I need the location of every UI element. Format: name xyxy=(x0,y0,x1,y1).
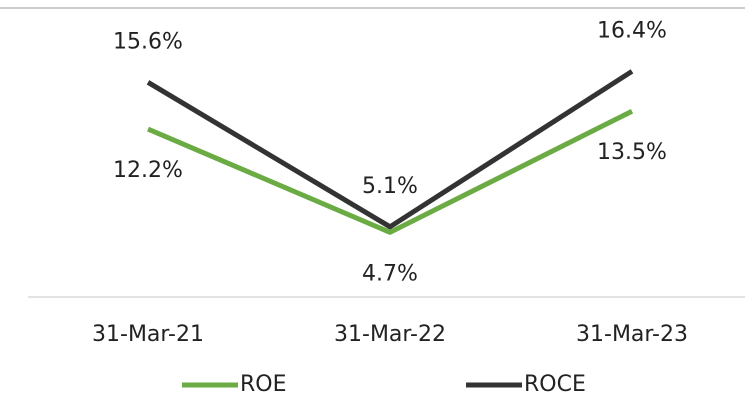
data-label: 16.4% xyxy=(597,18,667,43)
line-series xyxy=(146,69,634,230)
data-label: 5.1% xyxy=(362,174,418,199)
data-label: 15.6% xyxy=(113,29,183,54)
data-label: 13.5% xyxy=(597,140,667,165)
legend-label: ROCE xyxy=(524,372,586,397)
data-label: 12.2% xyxy=(113,158,183,183)
legend-label: ROE xyxy=(240,372,287,397)
x-tick-label: 31-Mar-21 xyxy=(92,322,204,347)
x-tick-label: 31-Mar-23 xyxy=(576,322,688,347)
data-label: 4.7% xyxy=(362,261,418,286)
line-series xyxy=(147,108,634,235)
x-tick-label: 31-Mar-22 xyxy=(334,322,446,347)
